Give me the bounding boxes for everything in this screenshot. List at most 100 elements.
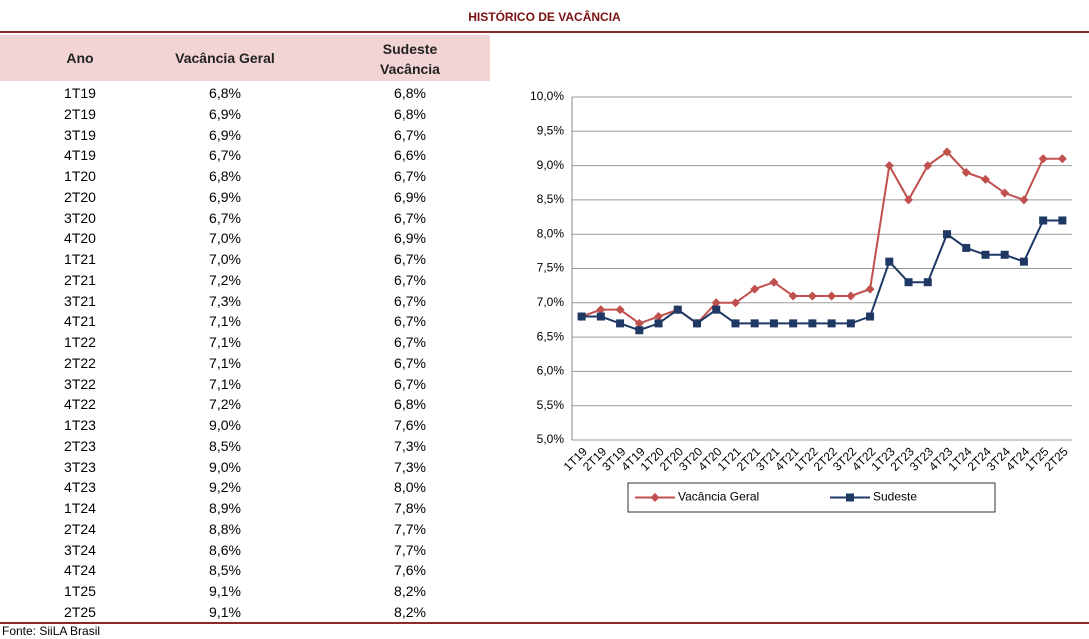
table-cell: 3T22	[64, 375, 96, 392]
table-cell: 3T21	[64, 292, 96, 309]
point	[712, 305, 721, 314]
table-cell: 8,0%	[394, 479, 426, 496]
table-cell: 3T20	[64, 209, 96, 226]
series-line	[581, 219, 1063, 332]
source: Fonte: SiiLA Brasil	[2, 624, 101, 638]
table-cell: 8,5%	[209, 437, 241, 454]
point	[788, 291, 798, 301]
table-cell: 7,7%	[394, 520, 426, 537]
legend-label: Sudeste	[873, 490, 917, 504]
legend-marker	[650, 493, 660, 502]
table-cell: 2T21	[64, 271, 96, 288]
table-cell: 4T22	[64, 396, 96, 413]
point	[1000, 250, 1009, 259]
table-cell: 7,6%	[394, 562, 426, 579]
y-tick-label: 8,5%	[537, 192, 565, 206]
table-cell: 7,3%	[394, 458, 426, 475]
point	[750, 284, 760, 294]
table-cell: 4T19	[64, 147, 96, 164]
y-tick-label: 9,5%	[537, 123, 565, 137]
point	[807, 291, 817, 301]
table-cell: 1T22	[64, 334, 96, 351]
table-cell: 6,9%	[209, 105, 241, 122]
point	[616, 319, 625, 328]
table-cell: 2T22	[64, 354, 96, 371]
table-cell: 6,9%	[394, 230, 426, 247]
table-cell: 2T19	[64, 105, 96, 122]
table-cell: 8,6%	[209, 541, 241, 558]
table-cell: 6,9%	[209, 188, 241, 205]
point	[846, 319, 855, 328]
table-cell: 2T23	[64, 437, 96, 454]
table-cell: 8,9%	[209, 500, 241, 517]
point	[1019, 257, 1028, 266]
point	[1038, 154, 1048, 164]
point	[730, 298, 740, 308]
point	[962, 243, 971, 252]
point	[942, 147, 952, 157]
table-cell: 9,1%	[209, 604, 241, 620]
table-cell: 6,7%	[394, 168, 426, 185]
table-cell: 7,0%	[209, 230, 241, 247]
table-cell: 6,9%	[394, 188, 426, 205]
table-cell: 6,8%	[209, 85, 241, 101]
top-rule	[0, 31, 1089, 33]
header-cell: Sudeste Vacância	[380, 41, 440, 77]
bottom-rule	[0, 622, 1089, 624]
table-cell: 1T19	[64, 85, 96, 101]
table-cell: 6,6%	[394, 147, 426, 164]
table-cell: 2T25	[64, 604, 96, 620]
point	[1039, 216, 1048, 225]
table-cell: 6,8%	[209, 168, 241, 185]
table-cell: 7,8%	[394, 500, 426, 517]
point	[615, 305, 625, 315]
y-tick-label: 6,5%	[537, 329, 565, 343]
point	[731, 319, 740, 328]
point	[846, 291, 856, 301]
point	[904, 278, 913, 287]
point	[654, 312, 664, 322]
table-cell: 6,7%	[394, 271, 426, 288]
table-header: Ano Vacância Geral Sudeste Vacância	[0, 35, 490, 81]
point	[866, 312, 875, 321]
point	[635, 326, 644, 335]
point	[769, 277, 779, 287]
table-cell: 8,2%	[394, 583, 426, 600]
point	[1058, 216, 1067, 225]
table-cell: 8,5%	[209, 562, 241, 579]
table-cell: 2T20	[64, 188, 96, 205]
legend-label: Vacância Geral	[678, 490, 759, 504]
legend-marker	[846, 493, 854, 502]
table-cell: 6,7%	[209, 147, 241, 164]
legend-box	[627, 482, 996, 513]
table-cell: 4T24	[64, 562, 96, 579]
table-cell: 3T24	[64, 541, 96, 558]
point	[577, 312, 586, 321]
point	[923, 161, 933, 171]
y-tick-label: 9,0%	[537, 158, 565, 172]
table-cell: 6,7%	[394, 375, 426, 392]
point	[943, 230, 951, 239]
point	[596, 305, 606, 315]
point	[923, 278, 932, 287]
table-cell: 7,1%	[209, 375, 241, 392]
point	[865, 284, 875, 294]
table-cell: 1T21	[64, 251, 96, 268]
y-tick-label: 7,0%	[537, 295, 565, 309]
table-cell: 6,8%	[394, 396, 426, 413]
table-cell: 6,7%	[394, 292, 426, 309]
table-cell: 7,2%	[209, 396, 241, 413]
point	[904, 195, 914, 205]
table-cell: 4T23	[64, 479, 96, 496]
table-cell: 4T20	[64, 230, 96, 247]
point	[980, 174, 990, 184]
table-cell: 6,7%	[394, 126, 426, 143]
point	[884, 161, 894, 171]
point	[827, 291, 837, 301]
point	[1019, 195, 1029, 205]
table-cell: 6,7%	[209, 209, 241, 226]
table-cell: 7,1%	[209, 334, 241, 351]
point	[673, 305, 682, 314]
